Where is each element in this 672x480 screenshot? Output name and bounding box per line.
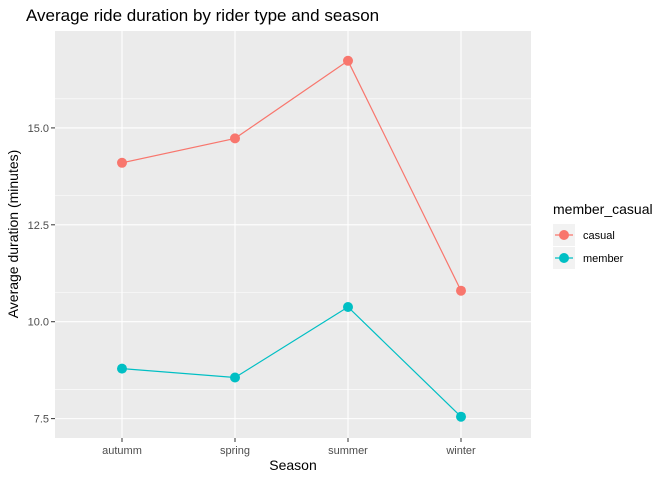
y-tick-label: 12.5 bbox=[28, 220, 49, 232]
x-tick-label: winter bbox=[445, 445, 476, 457]
y-tick-label: 7.5 bbox=[34, 414, 49, 426]
data-point-member-winter bbox=[456, 411, 466, 422]
x-tick-label: autumm bbox=[102, 445, 142, 457]
legend-title: member_casual bbox=[553, 201, 653, 217]
y-axis-title: Average duration (minutes) bbox=[5, 150, 21, 319]
data-point-member-summer bbox=[343, 302, 353, 312]
grid-lines bbox=[55, 31, 531, 438]
x-axis-title: Season bbox=[269, 457, 316, 473]
data-point-casual-winter bbox=[456, 285, 466, 296]
legend-key-point bbox=[559, 253, 569, 263]
series-line-casual bbox=[121, 59, 462, 291]
data-point-member-spring bbox=[230, 372, 240, 383]
x-axis-ticks: autumm spring summer winter bbox=[102, 438, 476, 457]
data-point-casual-spring bbox=[230, 133, 240, 144]
x-tick-label: spring bbox=[220, 445, 250, 457]
legend: member_casual casual member bbox=[553, 201, 653, 269]
data-point-casual-autumm bbox=[117, 157, 127, 168]
legend-label-member: member bbox=[583, 253, 624, 265]
legend-key-point bbox=[559, 230, 569, 240]
y-tick-label: 10.0 bbox=[28, 317, 49, 329]
x-tick-label: summer bbox=[328, 445, 368, 457]
legend-label-casual: casual bbox=[583, 230, 615, 242]
y-tick-label: 15.0 bbox=[28, 123, 49, 135]
series-marks bbox=[117, 55, 466, 422]
data-point-member-autumm bbox=[117, 363, 127, 374]
chart-title: Average ride duration by rider type and … bbox=[26, 6, 379, 25]
data-point-casual-summer bbox=[343, 55, 353, 66]
plot-panel bbox=[55, 31, 531, 438]
y-axis-ticks: 7.5 10.0 12.5 15.0 bbox=[28, 123, 55, 426]
series-line-member bbox=[121, 306, 462, 418]
